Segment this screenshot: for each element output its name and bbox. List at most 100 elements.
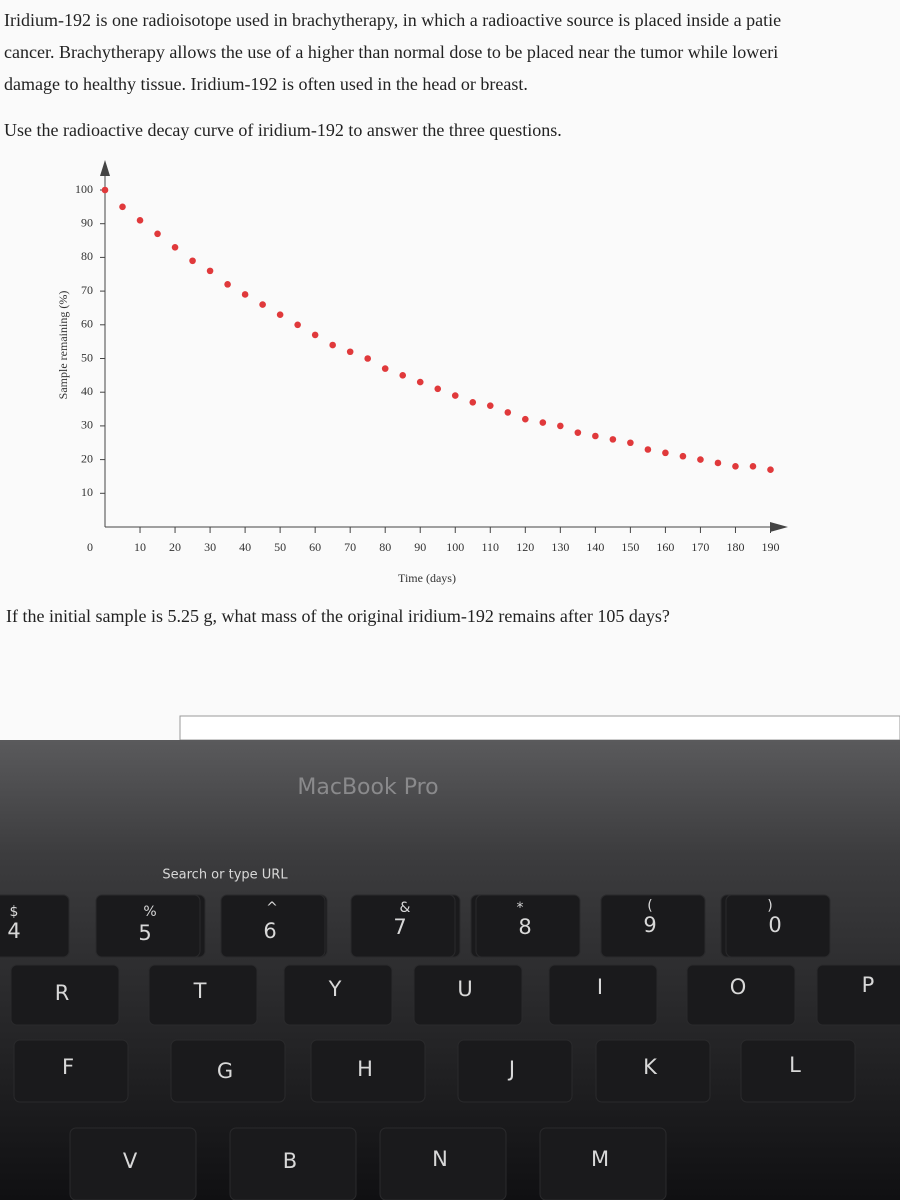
- y-tick-label: 90: [81, 215, 93, 229]
- key-label[interactable]: ): [767, 898, 772, 914]
- x-tick-label: 90: [414, 540, 426, 554]
- key: [69, 1127, 197, 1200]
- key: [170, 1039, 286, 1103]
- key: [475, 894, 581, 958]
- data-point: [539, 419, 547, 426]
- key-label[interactable]: Y: [328, 977, 342, 1001]
- key: [220, 894, 326, 958]
- key-label[interactable]: $: [10, 904, 19, 920]
- data-point: [732, 463, 739, 470]
- y-tick-label: 60: [81, 317, 93, 331]
- key: [10, 964, 120, 1026]
- key-label[interactable]: V: [123, 1149, 138, 1173]
- data-point: [662, 449, 669, 457]
- key: [229, 1127, 357, 1200]
- key-label[interactable]: 5: [138, 921, 151, 945]
- data-point: [311, 331, 319, 339]
- key-label[interactable]: B: [283, 1149, 297, 1173]
- keyboard: $4%5 ^ 6 &7 *8 (9)0 R T Y U I O P F G H J K L V B N M: [0, 894, 900, 1200]
- brand: MacBook Pro: [297, 775, 438, 800]
- data-point: [697, 456, 704, 463]
- key-label[interactable]: 6: [263, 919, 276, 943]
- x-tick-label: 10: [134, 540, 146, 554]
- key-label[interactable]: G: [217, 1059, 233, 1083]
- key-label[interactable]: 4: [7, 919, 20, 943]
- paragraph-line: damage to healthy tissue. Iridium-192 is…: [4, 74, 528, 94]
- x-tick-label: 180: [726, 540, 744, 554]
- key-label[interactable]: T: [193, 979, 207, 1003]
- data-point: [504, 409, 512, 416]
- x-tick-label: 140: [586, 540, 604, 554]
- key-label[interactable]: ^: [266, 900, 278, 916]
- key-label[interactable]: O: [730, 975, 747, 999]
- key: [379, 1127, 507, 1200]
- key: [740, 1039, 856, 1103]
- key-label[interactable]: R: [55, 981, 70, 1005]
- data-point: [206, 267, 214, 275]
- key-label[interactable]: (: [647, 898, 652, 914]
- x-tick-label: 40: [239, 540, 251, 554]
- key: [0, 894, 70, 958]
- data-point: [329, 341, 336, 349]
- key-label[interactable]: %: [143, 904, 156, 920]
- data-point: [381, 365, 389, 372]
- key-label[interactable]: &: [400, 900, 411, 916]
- y-tick-label: 70: [81, 283, 93, 297]
- data-point: [557, 422, 564, 430]
- data-point: [714, 459, 722, 467]
- data-point: [119, 203, 126, 211]
- x-tick-label: 100: [446, 540, 464, 554]
- data-point: [101, 186, 109, 194]
- x-tick-label: 20: [169, 540, 181, 554]
- data-point: [189, 257, 196, 265]
- data-point: [416, 378, 424, 386]
- y-tick-label: 100: [75, 182, 93, 196]
- key-label[interactable]: K: [643, 1055, 658, 1079]
- data-point: [451, 392, 459, 399]
- key-label[interactable]: I: [597, 975, 603, 999]
- data-point: [241, 291, 249, 298]
- key-label[interactable]: P: [862, 973, 875, 997]
- chart: Sample remaining (%) Time (days) 0 10 20 30…: [56, 160, 788, 585]
- y-axis-label: Sample remaining (%): [56, 291, 70, 400]
- data-point: [224, 281, 231, 288]
- y-tick-label: 20: [81, 451, 93, 465]
- data-point: [574, 429, 582, 436]
- key-label[interactable]: F: [62, 1055, 74, 1079]
- key-label[interactable]: 7: [393, 915, 406, 939]
- x-tick-label: 130: [551, 540, 569, 554]
- y-tick-label: 30: [81, 418, 93, 432]
- key-label[interactable]: H: [357, 1057, 373, 1081]
- data-point: [364, 355, 371, 362]
- data-point: [627, 439, 634, 447]
- answer-box[interactable]: [179, 715, 900, 741]
- x-axis-arrow: [770, 522, 788, 532]
- x-tick-label: 160: [656, 540, 674, 554]
- key-label[interactable]: L: [789, 1053, 801, 1077]
- key-label[interactable]: 9: [643, 913, 656, 937]
- key: [686, 964, 796, 1026]
- data-point: [154, 230, 161, 238]
- key-label[interactable]: M: [591, 1147, 609, 1171]
- data-point: [486, 402, 494, 409]
- x-tick-label: 170: [691, 540, 709, 554]
- key-label[interactable]: *: [517, 900, 524, 916]
- data-point: [346, 348, 354, 356]
- key: [725, 894, 831, 958]
- key-label[interactable]: U: [457, 977, 472, 1001]
- x-tick-label: 30: [204, 540, 216, 554]
- key-label[interactable]: J: [507, 1057, 515, 1081]
- x-tick-label: 80: [379, 540, 391, 554]
- key-label[interactable]: 0: [768, 913, 781, 937]
- data-point: [592, 432, 599, 440]
- paragraph-line: Iridium-192 is one radioisotope used in …: [4, 10, 781, 30]
- key-label[interactable]: N: [432, 1147, 448, 1171]
- data-point: [644, 446, 652, 453]
- y-tick-label: 50: [81, 350, 93, 364]
- data-point: [399, 372, 407, 379]
- paragraph-line: cancer. Brachytherapy allows the use of …: [4, 42, 778, 62]
- data-point: [259, 301, 266, 308]
- key-label[interactable]: 8: [518, 915, 531, 939]
- key: [816, 964, 900, 1026]
